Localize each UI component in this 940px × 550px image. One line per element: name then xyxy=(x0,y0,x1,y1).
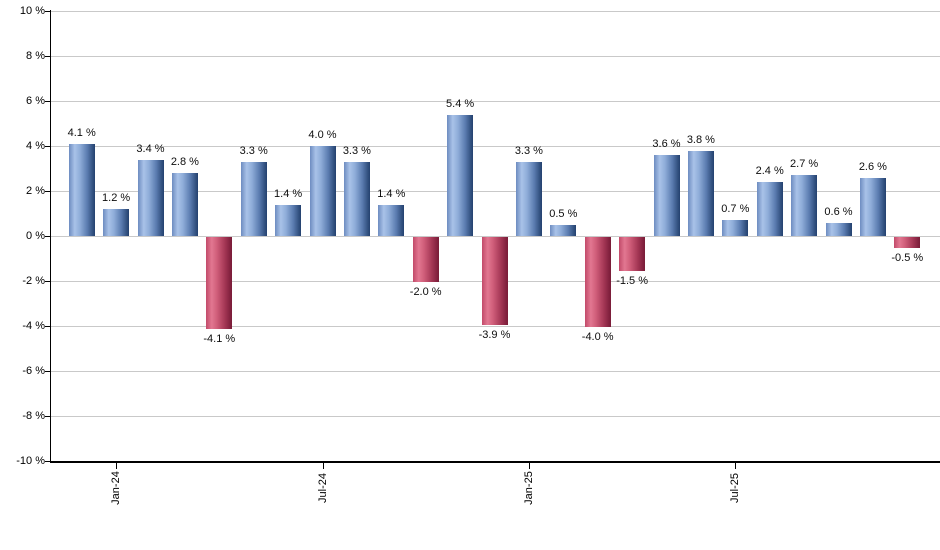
x-axis-line xyxy=(50,461,940,463)
bar xyxy=(343,161,370,236)
bar xyxy=(584,237,611,327)
bar xyxy=(103,209,130,236)
y-axis-tick xyxy=(45,101,50,102)
bar-value-label: 2.6 % xyxy=(858,160,887,173)
bar-value-label: 2.4 % xyxy=(755,165,784,177)
bar xyxy=(171,173,198,236)
bar xyxy=(137,159,164,236)
bar-value-label: 3.3 % xyxy=(342,144,371,157)
y-axis-tick-label: -2 % xyxy=(22,275,45,287)
gridline xyxy=(50,191,940,192)
x-axis-tick-label: Jul-24 xyxy=(317,473,329,503)
y-axis-tick-label: 0 % xyxy=(26,230,45,242)
gridline xyxy=(50,146,940,147)
y-axis-tick xyxy=(45,56,50,57)
bar-value-label: 2.7 % xyxy=(790,158,819,171)
bar-value-label: -1.5 % xyxy=(616,274,648,287)
gridline xyxy=(50,416,940,417)
x-axis-tick-label: Jul-25 xyxy=(729,473,741,503)
bar xyxy=(687,150,714,236)
gridline xyxy=(50,371,940,372)
gridline xyxy=(50,56,940,57)
y-axis-tick-label: 8 % xyxy=(26,50,45,62)
bar xyxy=(412,237,439,282)
gridline xyxy=(50,11,940,12)
bar-value-label: 3.8 % xyxy=(686,133,715,146)
y-axis-tick-label: -10 % xyxy=(16,455,45,467)
bar-value-label: 3.4 % xyxy=(136,142,165,155)
y-axis-tick-label: 6 % xyxy=(26,95,45,107)
bar xyxy=(791,175,818,236)
x-axis-tick-label: Jan-25 xyxy=(523,471,535,505)
gridline xyxy=(50,101,940,102)
bar xyxy=(619,237,646,271)
gridline xyxy=(50,326,940,327)
bar-value-label: -4.1 % xyxy=(203,333,236,346)
y-axis-tick xyxy=(45,146,50,147)
bar-value-label: 4.1 % xyxy=(67,126,96,139)
x-axis-tick xyxy=(323,463,324,469)
y-axis-tick xyxy=(45,236,50,237)
bar-value-label: -2.0 % xyxy=(409,286,442,298)
bar-value-label: 0.6 % xyxy=(824,205,853,218)
y-axis-tick xyxy=(45,191,50,192)
bar xyxy=(309,146,336,236)
bar-value-label: 1.4 % xyxy=(377,187,406,200)
y-axis-tick-label: 2 % xyxy=(26,185,45,197)
bar xyxy=(653,155,680,236)
bar-value-label: -0.5 % xyxy=(891,252,924,265)
bar-value-label: -3.9 % xyxy=(478,328,511,341)
bar-value-label: 0.7 % xyxy=(721,203,750,216)
x-axis-tick xyxy=(735,463,736,469)
bar-value-label: 3.6 % xyxy=(652,138,681,150)
x-axis-tick xyxy=(529,463,530,469)
y-axis-tick xyxy=(45,461,50,462)
x-axis-tick xyxy=(116,463,117,469)
x-axis-tick-label: Jan-24 xyxy=(110,471,122,505)
bar-value-label: -4.0 % xyxy=(581,331,614,343)
bar xyxy=(859,177,886,236)
bar xyxy=(894,237,921,249)
y-axis-tick-label: 4 % xyxy=(26,140,45,152)
bar xyxy=(378,204,405,236)
y-axis-tick xyxy=(45,326,50,327)
y-axis-tick-label: -4 % xyxy=(22,320,45,332)
y-axis-tick xyxy=(45,371,50,372)
bar xyxy=(550,224,577,236)
y-axis-line xyxy=(50,10,51,463)
bar-value-label: 1.4 % xyxy=(274,187,303,200)
bar xyxy=(825,222,852,236)
bar xyxy=(240,161,267,236)
bar xyxy=(481,237,508,325)
bar-value-label: 5.4 % xyxy=(446,97,475,110)
bar xyxy=(756,182,783,236)
bar xyxy=(206,237,233,330)
y-axis-tick-label: -6 % xyxy=(22,365,45,377)
bar xyxy=(68,143,95,236)
bar xyxy=(275,204,302,236)
bar-value-label: 3.3 % xyxy=(514,144,543,157)
bar-value-label: 4.0 % xyxy=(308,129,337,141)
bar xyxy=(722,220,749,236)
bar-value-label: 3.3 % xyxy=(239,144,268,157)
bar-value-label: 0.5 % xyxy=(549,207,578,220)
gridline xyxy=(50,236,940,237)
y-axis-tick xyxy=(45,281,50,282)
bar xyxy=(447,114,474,236)
y-axis-tick-label: 10 % xyxy=(19,5,45,17)
bar-value-label: 1.2 % xyxy=(102,192,131,204)
y-axis-tick xyxy=(45,11,50,12)
y-axis-tick-label: -8 % xyxy=(22,410,45,422)
bar-value-label: 2.8 % xyxy=(170,156,199,168)
bar xyxy=(515,161,542,236)
y-axis-tick xyxy=(45,416,50,417)
